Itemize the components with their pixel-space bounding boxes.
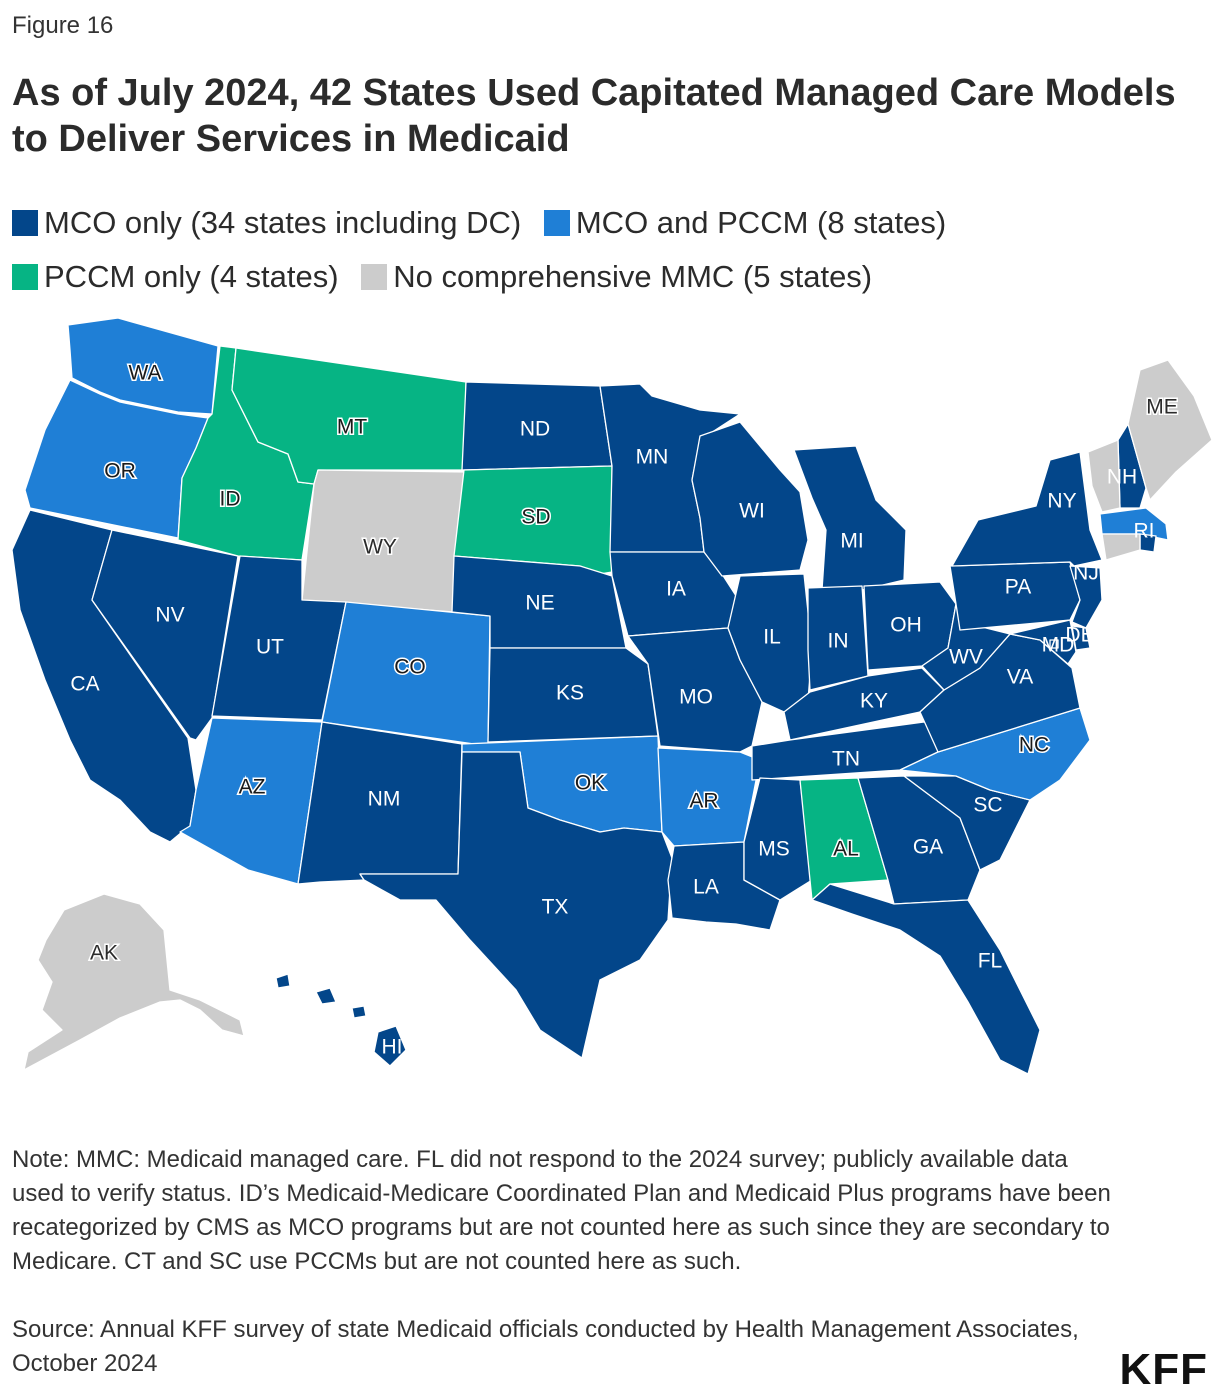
state-fl	[811, 883, 1041, 1075]
state-label-az: AZ	[239, 776, 266, 799]
legend-item-mco-pccm: MCO and PCCM (8 states)	[543, 196, 947, 250]
legend-label: No comprehensive MMC (5 states)	[393, 259, 873, 294]
state-label-ak: AK	[90, 942, 118, 965]
legend: MCO only (34 states including DC) MCO an…	[12, 196, 1202, 304]
state-dc	[1049, 639, 1059, 649]
state-vt	[1087, 439, 1121, 513]
legend-swatch	[12, 210, 38, 236]
state-label-or: OR	[104, 460, 136, 483]
legend-item-pccm-only: PCCM only (4 states)	[12, 250, 339, 304]
state-label-sd: SD	[521, 506, 550, 529]
state-label-nm: NM	[368, 788, 401, 811]
state-ct	[1101, 533, 1141, 561]
note-text: Note: MMC: Medicaid managed care. FL did…	[12, 1146, 1111, 1275]
state-label-md: MD	[1042, 634, 1075, 657]
state-wv	[921, 603, 1011, 691]
state-hi	[373, 1025, 407, 1067]
state-az	[179, 717, 323, 885]
state-label-ne: NE	[525, 592, 554, 615]
source-text: Source: Annual KFF survey of state Medic…	[12, 1316, 1079, 1377]
legend-item-none: No comprehensive MMC (5 states)	[361, 250, 872, 304]
state-label-mt: MT	[337, 416, 367, 439]
state-label-pa: PA	[1005, 576, 1031, 599]
state-label-wa: WA	[128, 362, 161, 385]
figure-label: Figure 16	[12, 12, 114, 39]
state-label-la: LA	[693, 876, 719, 899]
legend-label: PCCM only (4 states)	[44, 259, 339, 294]
state-me	[1127, 359, 1213, 501]
state-label-me: ME	[1146, 396, 1178, 419]
state-label-ms: MS	[758, 838, 790, 861]
state-label-ga: GA	[913, 836, 943, 859]
state-label-mo: MO	[679, 686, 713, 709]
state-al	[799, 777, 889, 901]
state-label-ny: NY	[1047, 490, 1076, 513]
state-label-tx: TX	[542, 896, 569, 919]
state-label-mi: MI	[840, 530, 863, 553]
kff-logo: KFF	[1119, 1345, 1208, 1394]
state-label-in: IN	[828, 630, 849, 653]
state-wi	[691, 421, 809, 577]
legend-item-mco-only: MCO only (34 states including DC)	[12, 196, 521, 250]
legend-swatch	[12, 264, 38, 290]
state-label-sc: SC	[973, 794, 1002, 817]
state-ny	[951, 451, 1103, 567]
state-hi-island	[275, 973, 291, 989]
state-label-wv: WV	[949, 646, 983, 669]
state-labels: WA OR CA NV ID MT WY UT AZ CO NM ND SD NE KS OK TX MN IA MO…	[70, 360, 1179, 1059]
state-label-nd: ND	[520, 418, 550, 441]
state-wa	[67, 317, 219, 415]
state-label-va: VA	[1007, 666, 1033, 689]
state-shapes	[11, 317, 1213, 1075]
state-label-ca: CA	[70, 673, 99, 696]
state-label-id: ID	[220, 488, 241, 511]
legend-label: MCO only (34 states including DC)	[44, 205, 522, 240]
state-label-tn: TN	[832, 748, 860, 771]
state-label-mn: MN	[636, 446, 669, 469]
legend-label: MCO and PCCM (8 states)	[575, 205, 947, 240]
state-label-ks: KS	[556, 682, 584, 705]
state-label-oh: OH	[890, 614, 922, 637]
state-ky	[783, 667, 945, 741]
state-label-fl: FL	[978, 950, 1003, 973]
state-label-wy: WY	[363, 536, 397, 559]
state-tx	[359, 751, 673, 1059]
state-label-hi: HI	[382, 1036, 403, 1059]
state-label-ri: RI	[1134, 520, 1155, 543]
state-label-wi: WI	[739, 500, 765, 523]
state-label-de: DE	[1065, 624, 1094, 647]
state-hi-island	[351, 1005, 367, 1019]
state-label-ok: OK	[575, 772, 605, 795]
chart-title: As of July 2024, 42 States Used Capitate…	[12, 72, 1176, 160]
state-ak	[23, 893, 245, 1071]
state-label-ia: IA	[666, 578, 686, 601]
state-label-ky: KY	[860, 690, 888, 713]
state-label-nc: NC	[1019, 734, 1049, 757]
state-label-ar: AR	[689, 790, 718, 813]
legend-swatch	[543, 210, 570, 236]
state-hi-island	[315, 987, 337, 1005]
state-in	[807, 585, 869, 691]
state-label-nv: NV	[155, 604, 184, 627]
state-label-ut: UT	[256, 636, 284, 659]
state-label-nj: NJ	[1073, 562, 1099, 585]
state-label-nh: NH	[1107, 466, 1137, 489]
state-label-al: AL	[833, 838, 859, 861]
state-mi	[793, 445, 907, 591]
us-map: WA OR CA NV ID MT WY UT AZ CO NM ND SD NE KS OK TX MN IA MO…	[11, 317, 1213, 1075]
state-ca	[11, 509, 197, 843]
state-label-il: IL	[763, 626, 781, 649]
state-label-co: CO	[394, 656, 426, 679]
legend-swatch	[361, 264, 388, 290]
state-md	[1009, 619, 1077, 665]
